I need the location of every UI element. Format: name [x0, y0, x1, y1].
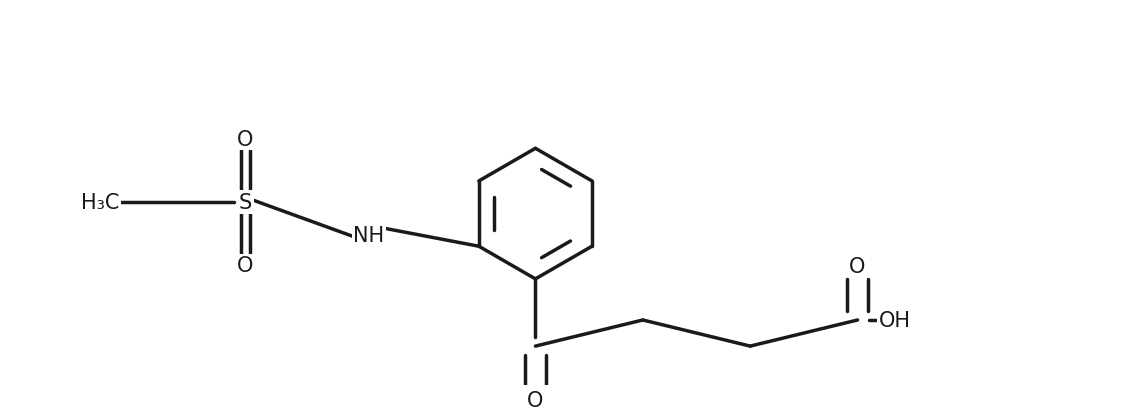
Text: S: S [238, 193, 252, 213]
Text: O: O [237, 129, 253, 149]
Text: O: O [237, 256, 253, 276]
Text: OH: OH [879, 310, 911, 330]
Text: H₃C: H₃C [81, 193, 120, 213]
Text: O: O [849, 256, 865, 276]
Text: O: O [527, 391, 543, 409]
Text: NH: NH [353, 225, 385, 245]
